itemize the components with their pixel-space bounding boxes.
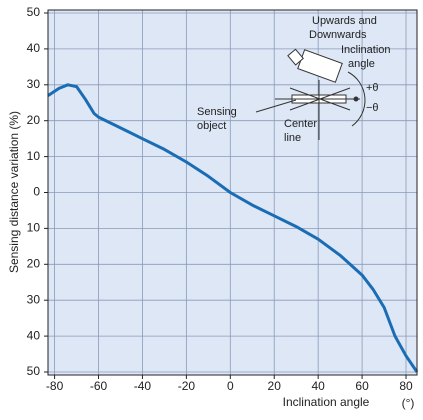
x-tick-label: 0	[227, 379, 234, 393]
y-tick-label: 10	[27, 221, 41, 235]
y-tick-label: 20	[27, 256, 41, 270]
annotation: object	[197, 120, 226, 132]
annotation: angle	[348, 58, 375, 70]
y-tick-label: 10	[27, 149, 41, 163]
x-tick-label: 20	[268, 379, 282, 393]
annotation: Sensing	[197, 106, 237, 118]
x-tick-label: -60	[90, 379, 108, 393]
y-tick-label: 30	[27, 77, 41, 91]
annotation: Downwards	[309, 29, 367, 41]
grid	[48, 10, 417, 375]
x-tick-label: -20	[178, 379, 196, 393]
inset-diagram	[255, 48, 366, 140]
x-axis-title: Inclination angle	[283, 395, 370, 409]
y-axis-title: Sensing distance variation (%)	[7, 111, 21, 273]
y-tick-label: 40	[27, 41, 41, 55]
y-tick-label: 50	[27, 364, 41, 378]
annotation: Upwards and	[312, 15, 377, 27]
annotation: Center	[284, 118, 317, 130]
marks	[47, 83, 419, 373]
x-tick-label: 40	[311, 379, 325, 393]
x-tick-label: -80	[46, 379, 64, 393]
annotation: Inclination	[341, 44, 391, 56]
y-tick-label: 30	[27, 292, 41, 306]
annotation: −θ	[366, 102, 379, 114]
x-tick-label: 60	[355, 379, 369, 393]
data-line	[47, 83, 419, 373]
x-axis-unit: (°)	[402, 396, 415, 410]
y-tick-label: 20	[27, 113, 41, 127]
annotation: line	[284, 132, 301, 144]
annotation: +θ	[366, 82, 379, 94]
y-tick-label: 50	[27, 5, 41, 19]
y-tick-label: 40	[27, 328, 41, 342]
x-tick-label: -40	[134, 379, 152, 393]
x-tick-label: 80	[399, 379, 413, 393]
y-tick-label: 0	[33, 185, 40, 199]
